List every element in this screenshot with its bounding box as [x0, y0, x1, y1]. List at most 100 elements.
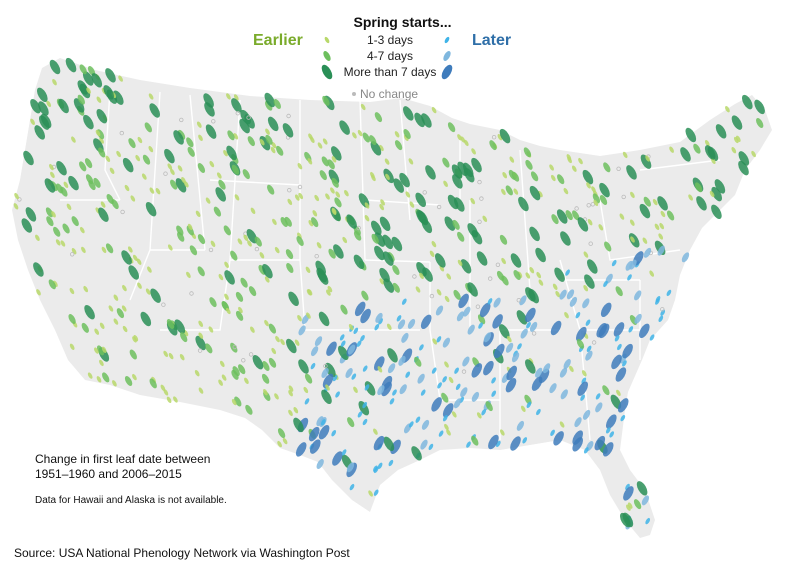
- earlier-leaf-marker-level-1: [198, 387, 204, 394]
- state-border-line: [104, 89, 121, 201]
- earlier-leaf-marker-level-1: [205, 197, 211, 204]
- later-leaf-marker-level-3: [606, 414, 617, 429]
- later-leaf-marker-level-1: [436, 336, 442, 343]
- later-leaf-marker-level-1: [331, 430, 337, 437]
- earlier-leaf-marker-level-2: [231, 164, 240, 175]
- earlier-leaf-marker-level-2: [79, 161, 87, 172]
- later-leaf-marker-level-3: [613, 322, 625, 337]
- later-leaf-marker-level-1: [575, 312, 581, 319]
- earlier-leaf-marker-level-1: [444, 361, 449, 368]
- no-change-marker: [208, 247, 214, 253]
- later-leaf-marker-level-2: [595, 402, 603, 413]
- earlier-leaf-marker-level-1: [525, 272, 531, 279]
- earlier-leaf-marker-level-3: [174, 319, 186, 334]
- earlier-leaf-marker-level-1: [166, 396, 172, 403]
- earlier-leaf-marker-level-1: [216, 172, 222, 179]
- earlier-leaf-marker-level-3: [422, 267, 433, 282]
- later-leaf-marker-level-2: [298, 325, 306, 336]
- earlier-leaf-marker-level-2: [187, 146, 195, 157]
- earlier-leaf-marker-level-2: [45, 207, 54, 218]
- later-leaf-marker-level-1: [481, 409, 487, 416]
- earlier-leaf-marker-level-1: [168, 352, 174, 360]
- earlier-leaf-marker-level-3: [657, 196, 668, 211]
- earlier-leaf-marker-level-1: [629, 219, 635, 226]
- earlier-leaf-marker-level-1: [312, 210, 318, 217]
- later-leaf-marker-level-3: [572, 430, 583, 445]
- earlier-leaf-marker-level-3: [286, 338, 297, 354]
- earlier-leaf-marker-level-1: [274, 246, 280, 254]
- earlier-leaf-marker-level-2: [296, 236, 304, 246]
- later-leaf-marker-level-3: [622, 343, 633, 359]
- earlier-leaf-marker-level-1: [160, 384, 166, 391]
- no-change-dot-icon: [352, 92, 356, 96]
- later-leaf-marker-level-1: [419, 344, 424, 351]
- no-change-marker: [591, 340, 597, 345]
- earlier-leaf-marker-level-2: [453, 289, 461, 300]
- later-leaf-marker-level-2: [493, 297, 501, 308]
- earlier-leaf-marker-level-1: [439, 265, 445, 272]
- earlier-leaf-marker-level-1: [587, 219, 593, 226]
- earlier-leaf-marker-level-2: [205, 343, 213, 354]
- earlier-leaf-marker-level-3: [529, 185, 541, 201]
- earlier-leaf-marker-level-2: [394, 140, 403, 151]
- state-border-line: [519, 149, 531, 291]
- earlier-leaf-marker-level-3: [379, 267, 390, 283]
- earlier-leaf-marker-level-2: [603, 162, 611, 173]
- earlier-leaf-marker-level-1: [108, 305, 114, 312]
- earlier-leaf-marker-level-2: [231, 369, 239, 380]
- earlier-leaf-marker-level-1: [231, 398, 237, 406]
- earlier-leaf-marker-level-1: [95, 129, 101, 137]
- earlier-leaf-marker-level-1: [132, 373, 137, 381]
- earlier-leaf-marker-level-2: [186, 225, 194, 236]
- later-leaf-marker-level-1: [388, 459, 394, 467]
- earlier-leaf-marker-level-2: [280, 217, 288, 227]
- later-leaf-marker-level-2: [634, 290, 642, 301]
- earlier-leaf-marker-level-1: [309, 136, 315, 143]
- earlier-leaf-marker-level-1: [552, 283, 558, 290]
- later-leaf-marker-level-2: [442, 337, 451, 348]
- earlier-leaf-marker-level-1: [121, 305, 127, 312]
- earlier-leaf-marker-level-1: [567, 156, 572, 164]
- earlier-leaf-marker-level-2: [235, 291, 244, 302]
- earlier-leaf-marker-level-2: [245, 404, 253, 415]
- earlier-leaf-marker-level-3: [560, 231, 571, 246]
- earlier-leaf-marker-level-3: [535, 247, 546, 263]
- earlier-leaf-marker-level-1: [550, 174, 556, 182]
- no-change-marker: [491, 134, 497, 140]
- earlier-leaf-marker-level-1: [501, 188, 506, 196]
- earlier-leaf-marker-level-1: [325, 193, 330, 200]
- earlier-leaf-marker-level-1: [735, 135, 741, 142]
- earlier-leaf-marker-level-3: [742, 94, 753, 110]
- earlier-leaf-marker-level-3: [639, 203, 651, 219]
- later-leaf-marker-level-1: [466, 441, 471, 448]
- earlier-leaf-marker-level-3: [113, 90, 124, 105]
- no-change-marker: [516, 298, 521, 303]
- earlier-leaf-marker-level-3: [556, 209, 568, 224]
- earlier-leaf-marker-level-1: [223, 150, 228, 157]
- earlier-leaf-marker-level-1: [630, 236, 635, 243]
- later-leaf-marker-level-3: [458, 293, 469, 309]
- later-leaf-marker-level-2: [435, 305, 444, 316]
- earlier-leaf-marker-level-3: [476, 251, 488, 266]
- later-leaf-marker-level-2: [460, 387, 468, 398]
- earlier-leaf-marker-level-3: [140, 311, 152, 327]
- no-change-marker: [429, 293, 435, 299]
- earlier-leaf-marker-level-3: [82, 71, 94, 86]
- later-leaf-marker-level-1: [438, 430, 444, 437]
- earlier-leaf-marker-level-1: [288, 390, 293, 397]
- later-leaf-marker-level-1: [550, 429, 555, 436]
- later-leaf-marker-level-2: [407, 318, 416, 329]
- earlier-leaf-marker-level-3: [37, 87, 48, 103]
- later-leaf-marker-level-1: [609, 431, 615, 438]
- earlier-leaf-marker-level-3: [317, 270, 329, 285]
- later-leaf-marker-level-1: [595, 393, 601, 400]
- earlier-leaf-marker-level-1: [377, 366, 383, 373]
- earlier-leaf-marker-level-3: [195, 335, 206, 351]
- earlier-leaf-marker-level-1: [725, 106, 730, 113]
- earlier-leaf-marker-level-2: [392, 265, 400, 275]
- earlier-leaf-marker-level-3: [704, 145, 716, 160]
- later-leaf-marker-level-3: [617, 398, 629, 413]
- later-leaf-marker-level-2: [566, 289, 575, 300]
- no-change-marker: [356, 225, 361, 231]
- earlier-leaf-marker-level-2: [496, 270, 505, 281]
